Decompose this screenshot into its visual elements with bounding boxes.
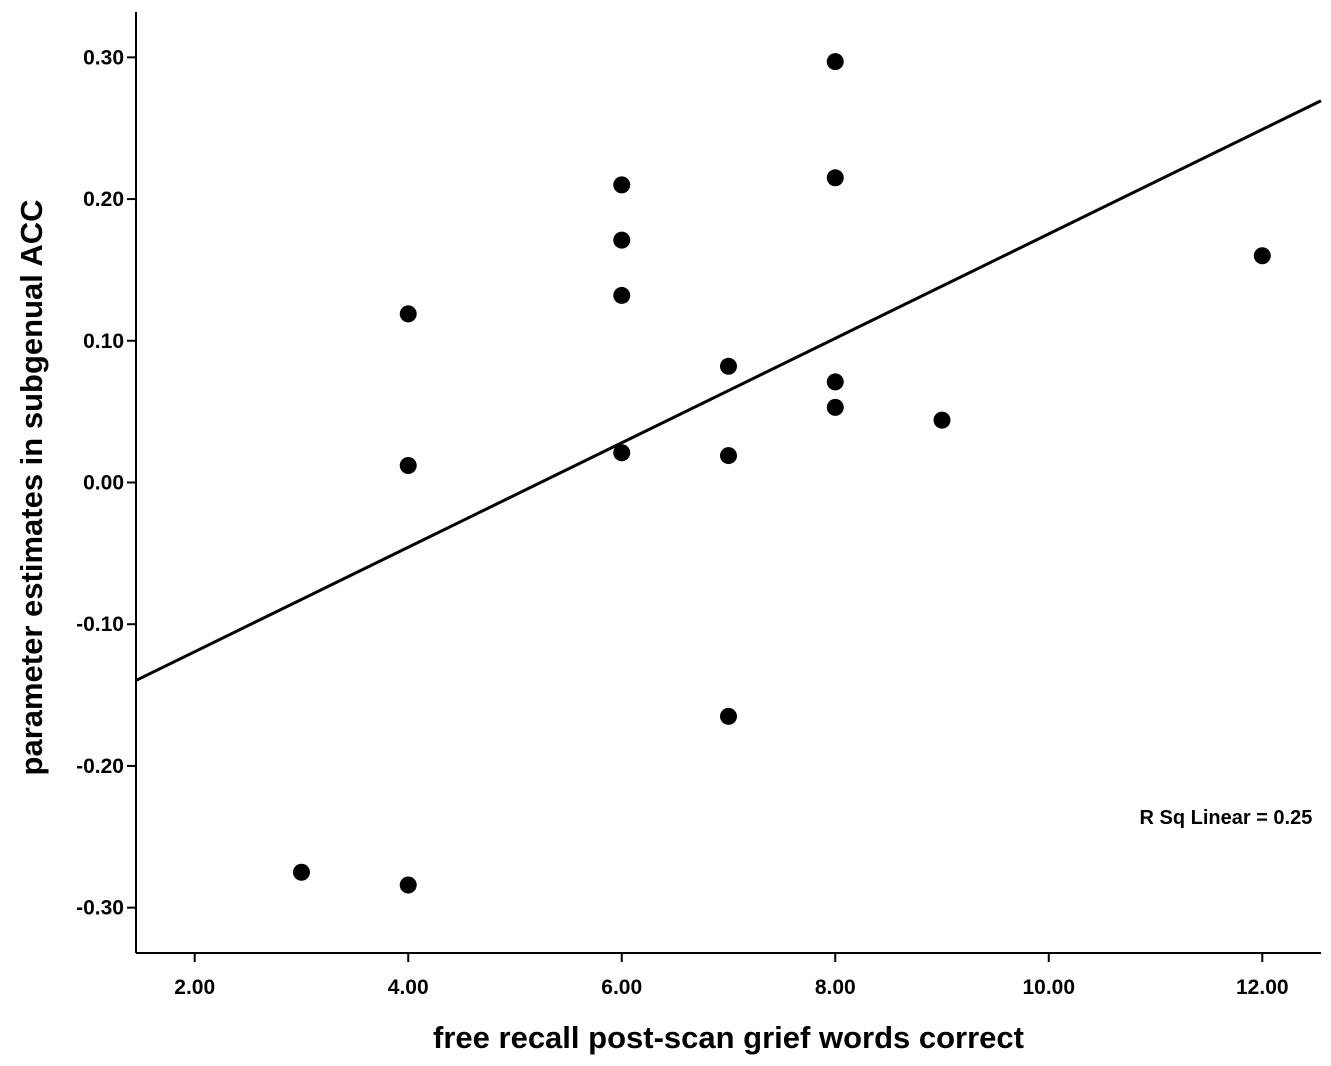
data-point: [826, 169, 844, 187]
data-point: [826, 373, 844, 391]
y-tick-label: -0.20: [76, 755, 124, 778]
data-point: [720, 357, 737, 375]
y-tick-label: 0.20: [83, 188, 124, 211]
y-tick-label: 0.00: [83, 472, 124, 495]
x-tick-label: 6.00: [601, 976, 642, 999]
x-tick-label: 10.00: [1022, 976, 1075, 999]
x-axis-title: free recall post-scan grief words correc…: [433, 1020, 1024, 1055]
data-point: [613, 444, 631, 462]
regression-line: [135, 99, 1322, 682]
y-tick-label: 0.10: [83, 330, 124, 353]
data-point: [399, 456, 417, 474]
data-point: [399, 876, 417, 894]
y-tick-label: -0.30: [76, 897, 124, 920]
data-point: [613, 231, 631, 249]
data-point: [292, 863, 310, 881]
data-point: [720, 447, 737, 465]
y-axis-title: parameter estimates in subgenual ACC: [14, 200, 49, 776]
data-point: [826, 53, 844, 71]
data-point: [613, 176, 631, 194]
r-squared-annotation: R Sq Linear = 0.25: [1140, 807, 1313, 829]
data-point: [1253, 247, 1271, 265]
data-point: [399, 305, 417, 323]
data-point: [613, 286, 631, 304]
y-tick-label: -0.10: [76, 613, 124, 636]
y-tick-label: 0.30: [83, 46, 124, 69]
data-point: [720, 707, 737, 725]
data-point: [826, 398, 844, 416]
x-tick-label: 12.00: [1236, 976, 1289, 999]
x-tick-label: 8.00: [815, 976, 856, 999]
data-point: [933, 411, 951, 429]
x-tick-label: 2.00: [174, 976, 215, 999]
x-tick-label: 4.00: [388, 976, 429, 999]
